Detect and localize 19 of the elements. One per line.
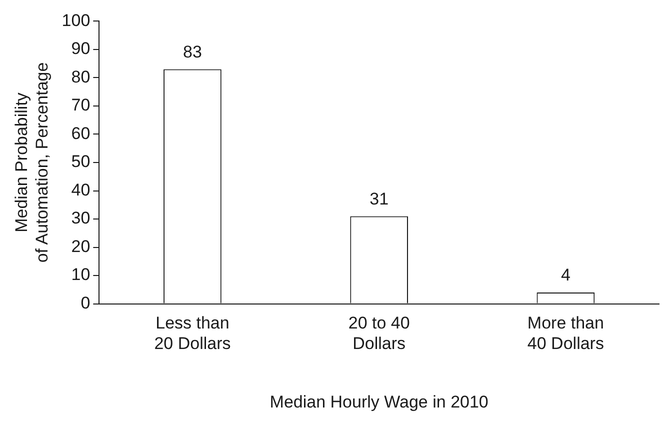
x-tick-label: More than 40 Dollars [527, 314, 604, 354]
y-tick-label: 90 [71, 39, 90, 58]
y-tick-label: 70 [71, 96, 90, 115]
y-axis-title: Median Probability of Automation, Percentage [12, 62, 52, 263]
x-tick-label: 20 to 40 Dollars [348, 314, 410, 354]
data-label: 31 [370, 189, 389, 208]
y-tick-label: 0 [80, 293, 90, 312]
y-tick-label: 60 [71, 124, 90, 143]
y-tick-label: 100 [62, 10, 90, 30]
y-tick-label: 40 [71, 180, 90, 200]
y-tick-label: 50 [71, 152, 90, 172]
data-label: 83 [183, 42, 202, 62]
data-label: 4 [560, 266, 570, 285]
y-tick-label: 80 [71, 67, 90, 86]
x-tick-label: Less than 20 Dollars [154, 314, 231, 354]
x-axis-title: Median Hourly Wage in 2010 [270, 392, 488, 412]
y-tick-label: 30 [71, 208, 90, 228]
y-tick-label: 20 [71, 236, 90, 256]
y-tick-label: 10 [71, 265, 90, 284]
